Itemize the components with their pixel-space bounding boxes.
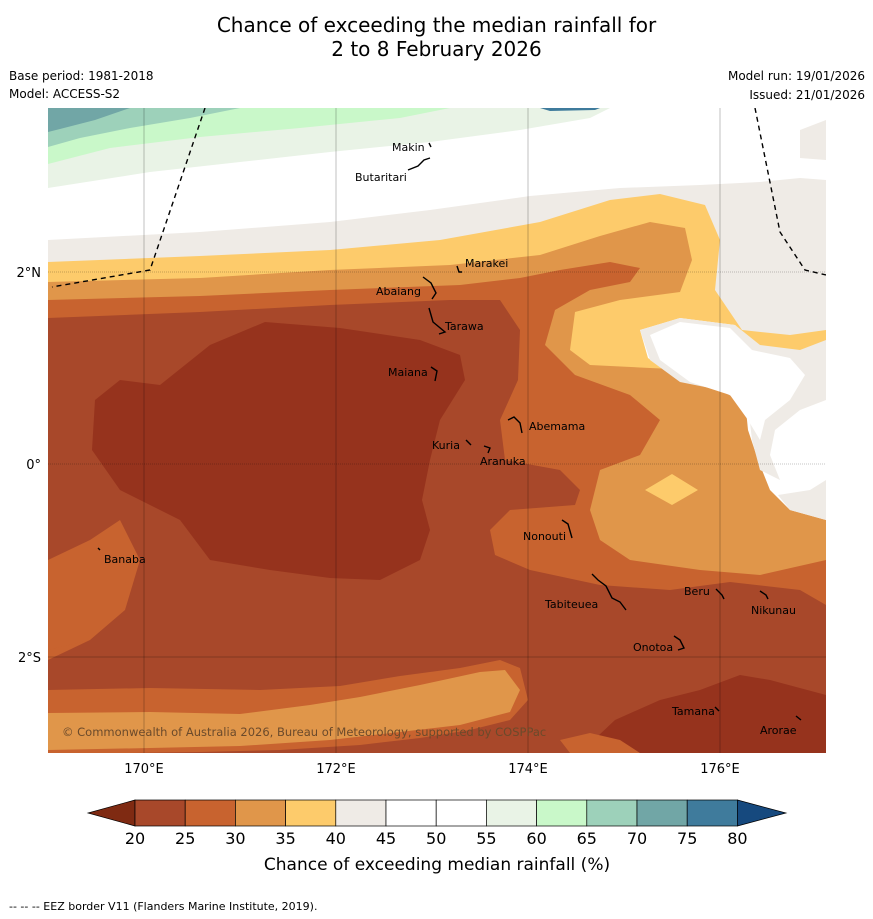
- colorbar-under-arrow: [86, 799, 136, 827]
- contour-70-75: [48, 108, 130, 132]
- label-tamana: Tamana: [671, 705, 715, 718]
- lat-label-0: 0°: [26, 458, 41, 473]
- label-nikunau: Nikunau: [751, 604, 796, 617]
- colorbar-tick-label: 45: [376, 829, 396, 848]
- colorbar-segment: [536, 799, 588, 827]
- colorbar-over-arrow: [737, 799, 788, 827]
- colorbar-tick-label: 55: [476, 829, 496, 848]
- colorbar-segment: [134, 799, 186, 827]
- colorbar-segment: [586, 799, 638, 827]
- label-nonouti: Nonouti: [523, 530, 566, 543]
- label-arorae: Arorae: [760, 724, 797, 737]
- label-beru: Beru: [684, 585, 710, 598]
- lon-label-174e: 174°E: [508, 762, 548, 777]
- label-abaiang: Abaiang: [376, 285, 421, 298]
- lon-label-172e: 172°E: [316, 762, 356, 777]
- contour-35-40-patch: [645, 474, 698, 505]
- colorbar-segment: [285, 799, 337, 827]
- colorbar-tick-label: 80: [727, 829, 747, 848]
- label-makin: Makin: [392, 141, 425, 154]
- model-run-date: Model run: 19/01/2026: [727, 69, 865, 83]
- label-maiana: Maiana: [388, 366, 428, 379]
- eez-border: [51, 108, 826, 288]
- label-abemama: Abemama: [529, 420, 585, 433]
- label-marakei: Marakei: [465, 257, 508, 270]
- colorbar-tick-label: 35: [275, 829, 295, 848]
- eez-legend-note: -- -- -- EEZ border V11 (Flanders Marine…: [9, 900, 318, 913]
- colorbar-tick-label: 50: [426, 829, 446, 848]
- colorbar-tick-label: 60: [526, 829, 546, 848]
- colorbar-segment: [686, 799, 738, 827]
- contour-lt20-core: [92, 322, 465, 580]
- contour-25-30-se: [560, 733, 640, 753]
- contour-40-45-ne: [800, 120, 826, 160]
- colorbar-segment: [235, 799, 286, 827]
- label-butaritari: Butaritari: [355, 171, 407, 184]
- map-title-line1: Chance of exceeding the median rainfall …: [216, 13, 657, 37]
- lat-label-2s: 2°S: [18, 651, 41, 666]
- colorbar-segment: [184, 799, 236, 827]
- island-outlines: [97, 142, 802, 721]
- model-name: Model: ACCESS-S2: [9, 87, 121, 101]
- map-title-line2: 2 to 8 February 2026: [331, 37, 542, 61]
- contour-white-east: [650, 322, 805, 440]
- colorbar-segment: [435, 799, 487, 827]
- colorbar-segment: [335, 799, 387, 827]
- issued-date: Issued: 21/01/2026: [749, 88, 865, 102]
- label-banaba: Banaba: [104, 553, 146, 566]
- colorbar-segment: [636, 799, 688, 827]
- graticule: [48, 108, 826, 753]
- contour-30-35-south: [48, 670, 520, 750]
- colorbar-tick-label: 65: [577, 829, 597, 848]
- colorbar-tick-label: 20: [125, 829, 145, 848]
- contour-75-80: [540, 108, 600, 111]
- copyright-notice: © Commonwealth of Australia 2026, Bureau…: [62, 725, 546, 739]
- colorbar-label: Chance of exceeding median rainfall (%): [264, 855, 610, 875]
- lon-label-176e: 176°E: [700, 762, 740, 777]
- label-onotoa: Onotoa: [633, 641, 673, 654]
- lat-label-2n: 2°N: [17, 266, 42, 281]
- colorbar-tick-label: 25: [175, 829, 195, 848]
- colorbar: 20 25 30 35 40 45 50 55 60 65 70 75 80: [86, 799, 788, 848]
- contour-25-30-west: [48, 520, 140, 650]
- probability-contours: [48, 108, 826, 753]
- lon-label-170e: 170°E: [124, 762, 164, 777]
- colorbar-tick-label: 70: [627, 829, 647, 848]
- colorbar-tick-label: 30: [225, 829, 245, 848]
- label-tarawa: Tarawa: [444, 320, 484, 333]
- base-period: Base period: 1981-2018: [9, 69, 154, 83]
- colorbar-tick-label: 75: [677, 829, 697, 848]
- label-tabiteuea: Tabiteuea: [544, 598, 598, 611]
- colorbar-segment: [486, 799, 537, 827]
- label-kuria: Kuria: [432, 439, 460, 452]
- colorbar-segment: [385, 799, 437, 827]
- colorbar-tick-label: 40: [326, 829, 346, 848]
- label-aranuka: Aranuka: [480, 455, 526, 468]
- contour-lt20-south: [580, 675, 826, 753]
